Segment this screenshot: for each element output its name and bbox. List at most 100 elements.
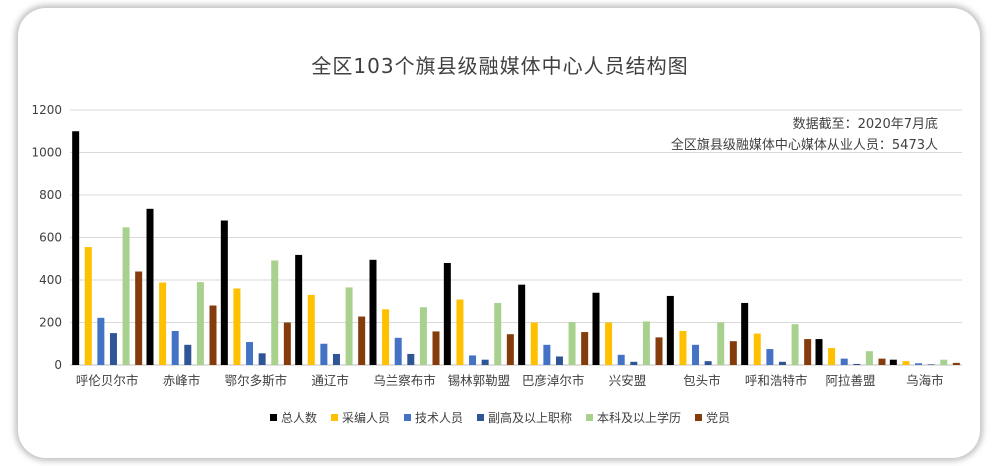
bar	[394, 337, 402, 365]
bar	[865, 351, 873, 365]
bar	[741, 302, 749, 365]
bar	[469, 355, 477, 365]
bar	[443, 263, 451, 365]
bar	[159, 282, 167, 365]
bar	[209, 305, 217, 365]
legend-item: 总人数	[269, 409, 317, 426]
y-tick-label: 1000	[31, 146, 62, 160]
chart-title: 全区103个旗县级融媒体中心人员结构图	[311, 54, 689, 78]
legend-item: 技术人员	[403, 409, 463, 426]
bar	[878, 358, 886, 365]
bar	[555, 356, 563, 365]
bar	[97, 317, 105, 365]
legend-label: 技术人员	[414, 411, 463, 425]
bar	[283, 322, 291, 365]
legend-label: 采编人员	[341, 411, 390, 425]
x-tick-label: 鄂尔多斯市	[225, 373, 288, 388]
bar	[184, 344, 192, 365]
x-tick-label: 呼伦贝尔市	[76, 373, 139, 388]
x-tick-label: 包头市	[683, 373, 721, 388]
bar	[382, 309, 390, 365]
bar	[332, 353, 340, 365]
bar	[655, 337, 663, 365]
y-tick-label: 600	[39, 231, 62, 245]
legend-swatch	[403, 414, 411, 421]
y-tick-label: 200	[39, 316, 62, 330]
bar	[815, 339, 823, 365]
x-tick-label: 乌海市	[906, 373, 944, 388]
bar	[642, 321, 650, 365]
bar	[84, 247, 92, 365]
bar	[171, 331, 179, 365]
bar	[369, 259, 377, 365]
x-tick-label: 赤峰市	[163, 373, 201, 388]
x-tick-label: 呼和浩特市	[745, 373, 808, 388]
bar	[518, 284, 526, 365]
x-tick-label: 阿拉善盟	[825, 373, 875, 388]
bar	[581, 332, 589, 365]
bar	[605, 322, 613, 365]
bar	[778, 361, 786, 365]
legend-swatch	[330, 414, 338, 421]
bar	[307, 294, 315, 365]
bar	[853, 363, 861, 365]
legend-item: 副高及以上职称	[477, 409, 572, 426]
bar	[220, 220, 228, 365]
legend-label: 副高及以上职称	[488, 411, 573, 425]
bar	[246, 342, 254, 365]
bar	[271, 260, 279, 365]
y-tick-label: 800	[39, 188, 62, 202]
bar	[543, 344, 551, 365]
legend-swatch	[477, 414, 484, 421]
bar	[358, 316, 366, 365]
legend-item: 采编人员	[330, 409, 390, 426]
bar	[828, 348, 836, 365]
bar	[889, 359, 897, 365]
chart-frame	[18, 8, 980, 458]
data-date-note: 数据截至：2020年7月底	[792, 117, 938, 132]
bar	[679, 331, 687, 365]
bar	[927, 364, 935, 365]
bar	[135, 271, 143, 365]
legend-swatch	[586, 414, 594, 421]
bar	[320, 343, 328, 365]
bar	[568, 322, 576, 365]
x-tick-label: 兴安盟	[609, 373, 647, 388]
bar	[766, 349, 774, 365]
legend-label: 总人数	[280, 411, 317, 425]
bar	[630, 361, 638, 365]
bar	[804, 339, 812, 365]
bar	[704, 361, 712, 365]
legend-swatch	[269, 414, 277, 421]
bar	[345, 287, 353, 365]
bar	[72, 131, 80, 365]
bar	[952, 362, 960, 365]
bar	[196, 282, 204, 365]
bar	[432, 331, 440, 365]
x-tick-label: 巴彦淖尔市	[522, 373, 585, 388]
bar	[753, 333, 761, 365]
staff-total-note: 全区旗县级融媒体中心媒体从业人员：5473人	[670, 138, 938, 153]
bar	[592, 292, 600, 365]
bar	[407, 353, 415, 365]
bar	[506, 334, 514, 365]
bar	[692, 344, 700, 365]
legend-swatch	[695, 414, 703, 421]
legend: 总人数 采编人员 技术人员 副高及以上职称 本科及以上学历 党员	[0, 409, 1000, 426]
legend-item: 党员	[695, 409, 730, 426]
bar	[729, 341, 737, 365]
bar	[146, 208, 154, 365]
bar	[840, 358, 848, 365]
bar	[109, 333, 117, 365]
bar	[791, 324, 799, 365]
bar	[915, 363, 923, 365]
x-tick-label: 锡林郭勒盟	[448, 373, 511, 388]
bar	[530, 322, 538, 365]
legend-item: 本科及以上学历	[586, 409, 681, 426]
x-tick-label: 乌兰察布市	[373, 373, 436, 388]
bar	[258, 353, 266, 365]
bar	[494, 302, 502, 365]
bar	[666, 295, 674, 365]
bar	[717, 322, 725, 365]
